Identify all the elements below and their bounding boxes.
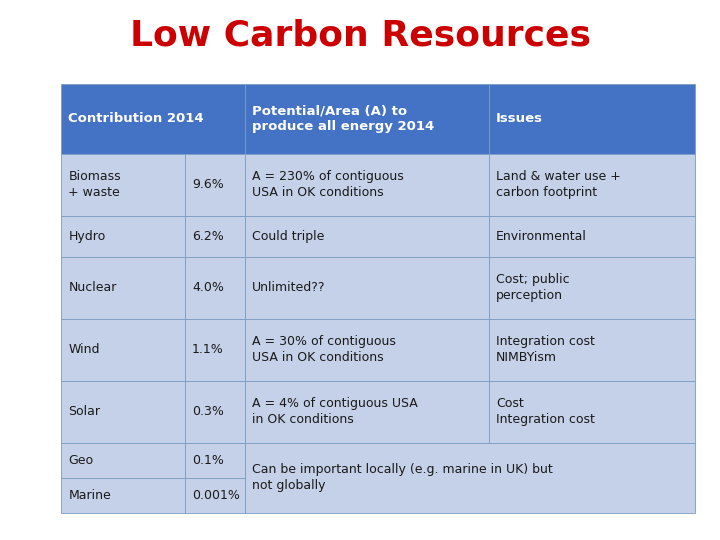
Bar [61,381,185,443]
Text: Biomass
+ waste: Biomass + waste [68,171,121,199]
Bar [185,381,245,443]
Text: Contribution 2014: Contribution 2014 [68,112,204,125]
Text: Cost
Integration cost: Cost Integration cost [496,397,595,426]
Text: Wind: Wind [68,343,100,356]
Text: 0.3%: 0.3% [192,405,224,418]
Bar [61,256,185,319]
Bar [61,443,185,478]
Bar [185,154,245,216]
Text: Cost; public
perception: Cost; public perception [496,273,570,302]
Text: 0.1%: 0.1% [192,454,224,467]
Bar [185,256,245,319]
Bar [489,84,695,154]
Bar [61,319,185,381]
Bar [61,154,185,216]
Text: Low Carbon Resources: Low Carbon Resources [130,18,590,52]
Text: Could triple: Could triple [252,230,325,243]
Text: Integration cost
NIMBYism: Integration cost NIMBYism [496,335,595,364]
Bar [245,154,489,216]
Bar [245,216,489,256]
Bar [61,84,245,154]
Text: Nuclear: Nuclear [68,281,117,294]
Bar [61,478,185,513]
Bar [245,381,489,443]
Bar [185,319,245,381]
Bar [245,84,489,154]
Bar [489,381,695,443]
Text: Marine: Marine [68,489,111,502]
Text: Hydro: Hydro [68,230,106,243]
Bar [245,319,489,381]
Text: Environmental: Environmental [496,230,587,243]
Text: Solar: Solar [68,405,100,418]
Bar [489,216,695,256]
Text: A = 4% of contiguous USA
in OK conditions: A = 4% of contiguous USA in OK condition… [252,397,418,426]
Text: Geo: Geo [68,454,94,467]
Text: 4.0%: 4.0% [192,281,224,294]
Text: Issues: Issues [496,112,543,125]
Bar [489,154,695,216]
Text: 9.6%: 9.6% [192,178,224,192]
Text: 1.1%: 1.1% [192,343,224,356]
Bar [61,216,185,256]
Text: Potential/Area (A) to
produce all energy 2014: Potential/Area (A) to produce all energy… [252,104,434,133]
Bar [489,256,695,319]
Text: 6.2%: 6.2% [192,230,224,243]
Bar [489,319,695,381]
Text: Can be important locally (e.g. marine in UK) but
not globally: Can be important locally (e.g. marine in… [252,463,553,492]
Bar [185,216,245,256]
Bar [245,256,489,319]
Text: A = 30% of contiguous
USA in OK conditions: A = 30% of contiguous USA in OK conditio… [252,335,396,364]
Bar [185,478,245,513]
Text: Land & water use +
carbon footprint: Land & water use + carbon footprint [496,171,621,199]
Bar [245,443,695,513]
Bar [185,443,245,478]
Text: A = 230% of contiguous
USA in OK conditions: A = 230% of contiguous USA in OK conditi… [252,171,404,199]
Text: Unlimited??: Unlimited?? [252,281,325,294]
Text: 0.001%: 0.001% [192,489,240,502]
